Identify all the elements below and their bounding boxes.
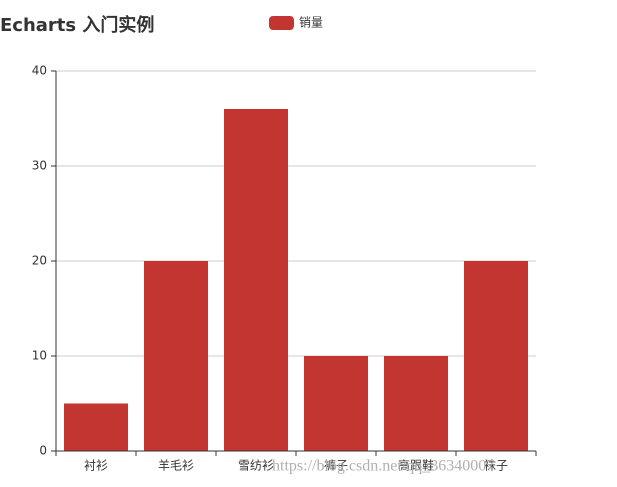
watermark: https://blog.csdn.net/qq_36340007 — [272, 458, 494, 475]
y-tick-label: 10 — [32, 349, 47, 363]
x-tick-label: 高跟鞋 — [398, 458, 434, 473]
y-tick-label: 40 — [32, 64, 47, 78]
bar — [384, 356, 448, 451]
y-tick-label: 20 — [32, 254, 47, 268]
y-tick-label: 0 — [39, 444, 47, 458]
legend-swatch — [269, 16, 294, 30]
chart-title: Echarts 入门实例 — [0, 14, 154, 36]
bar — [144, 261, 208, 451]
x-tick-label: 裤子 — [324, 459, 348, 473]
bar — [464, 261, 528, 451]
bar — [304, 356, 368, 451]
bar — [64, 403, 128, 451]
x-tick-label: 袜子 — [484, 459, 508, 473]
y-tick-label: 30 — [32, 159, 47, 173]
x-tick-label: 衬衫 — [84, 459, 108, 473]
bar — [224, 109, 288, 451]
legend-label: 销量 — [299, 16, 323, 30]
x-tick-label: 雪纺衫 — [238, 459, 274, 473]
x-tick-label: 羊毛衫 — [158, 458, 194, 473]
